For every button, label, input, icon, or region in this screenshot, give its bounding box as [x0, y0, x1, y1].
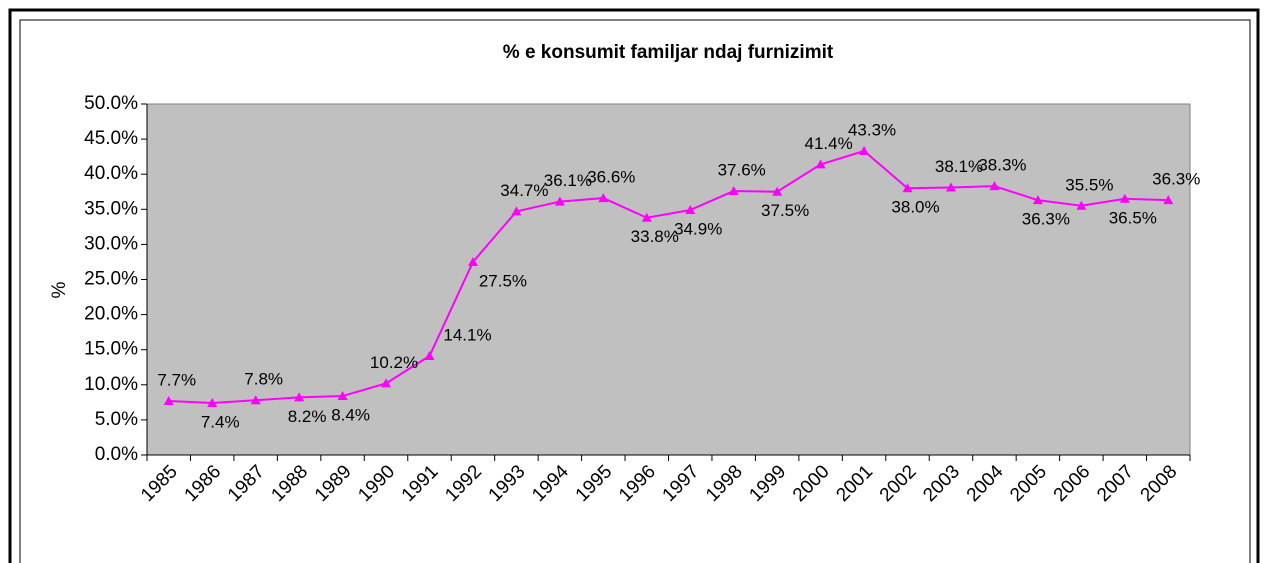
marker [207, 398, 218, 408]
x-tick-label: 1998 [702, 461, 747, 506]
data-label: 33.8% [631, 227, 679, 246]
x-tick-label: 2001 [832, 461, 877, 506]
marker [1163, 195, 1174, 205]
marker [381, 378, 392, 388]
marker [337, 391, 348, 401]
x-tick-label: 1986 [181, 461, 226, 506]
y-tick-label: 20.0% [84, 304, 138, 325]
x-tick-label: 2000 [789, 461, 834, 506]
x-tick-label: 2007 [1093, 461, 1138, 506]
marker [250, 395, 261, 405]
x-tick-label: 1993 [485, 461, 530, 506]
series-line [168, 149, 1169, 405]
x-tick-label: 1987 [224, 461, 269, 506]
marker [554, 196, 565, 206]
marker [772, 186, 783, 196]
marker [728, 186, 739, 196]
y-tick-label: 30.0% [84, 233, 138, 254]
y-tick-label: 25.0% [84, 269, 138, 290]
data-label: 43.3% [848, 121, 896, 140]
data-label: 34.9% [674, 219, 722, 238]
x-tick-label: 1992 [441, 461, 486, 506]
marker [511, 206, 522, 216]
y-tick-label: 35.0% [84, 198, 138, 219]
data-label: 41.4% [805, 134, 853, 153]
data-label: 37.6% [718, 161, 766, 180]
x-tick-label: 1995 [572, 461, 617, 506]
x-tick-label: 2008 [1137, 461, 1182, 506]
x-tick-label: 1996 [615, 461, 660, 506]
marker [859, 146, 870, 156]
marker [641, 212, 652, 222]
data-label: 7.7% [157, 370, 196, 389]
x-tick-label: 2004 [963, 461, 1008, 506]
data-label: 8.4% [331, 406, 370, 425]
marker [902, 183, 913, 193]
y-tick-label: 40.0% [84, 163, 138, 184]
data-label: 36.3% [1022, 210, 1070, 229]
marker [685, 205, 696, 215]
inner-frame [19, 19, 1251, 563]
y-tick-label: 45.0% [84, 128, 138, 149]
x-tick-label: 1988 [267, 461, 312, 506]
data-label: 8.2% [288, 407, 327, 426]
data-label: 38.1% [935, 157, 983, 176]
x-tick-label: 1990 [354, 461, 399, 506]
data-label: 34.7% [500, 181, 548, 200]
y-tick-label: 15.0% [84, 339, 138, 360]
data-label: 10.2% [370, 353, 418, 372]
x-tick-label: 1997 [659, 461, 704, 506]
marker [163, 395, 174, 405]
x-tick-label: 1994 [528, 461, 573, 506]
x-tick-label: 2003 [919, 461, 964, 506]
marker [294, 392, 305, 402]
data-label: 36.3% [1152, 170, 1200, 189]
data-label: 7.8% [244, 370, 283, 389]
marker [815, 159, 826, 169]
y-axis-title: % [49, 281, 70, 298]
data-label: 36.1% [544, 171, 592, 190]
marker [1119, 193, 1130, 203]
data-label: 37.5% [761, 201, 809, 220]
data-label: 36.5% [1109, 208, 1157, 227]
data-label: 27.5% [479, 271, 527, 290]
x-tick-label: 1999 [745, 461, 790, 506]
x-tick-label: 2006 [1050, 461, 1095, 506]
data-label: 38.3% [978, 156, 1026, 175]
data-label: 35.5% [1065, 175, 1113, 194]
marker [989, 181, 1000, 191]
chart-title: % e konsumit familjar ndaj furnizimit [503, 42, 834, 63]
data-label: 7.4% [201, 413, 240, 432]
frame [8, 8, 1260, 563]
x-tick-label: 1985 [137, 461, 182, 506]
data-label: 38.0% [891, 198, 939, 217]
x-tick-label: 2005 [1006, 461, 1051, 506]
y-tick-label: 5.0% [95, 409, 138, 430]
marker [467, 256, 478, 266]
y-tick-label: 50.0% [84, 93, 138, 114]
marker [1032, 195, 1043, 205]
data-label: 14.1% [443, 326, 491, 345]
plot-area [146, 103, 1191, 456]
marker [945, 182, 956, 192]
y-tick-label: 0.0% [95, 444, 138, 465]
x-tick-label: 1989 [311, 461, 356, 506]
marker [424, 351, 435, 361]
marker [1076, 200, 1087, 210]
marker [598, 193, 609, 203]
x-tick-label: 1991 [398, 461, 443, 506]
y-tick-label: 10.0% [84, 374, 138, 395]
data-label: 36.6% [587, 168, 635, 187]
x-tick-label: 2002 [876, 461, 921, 506]
